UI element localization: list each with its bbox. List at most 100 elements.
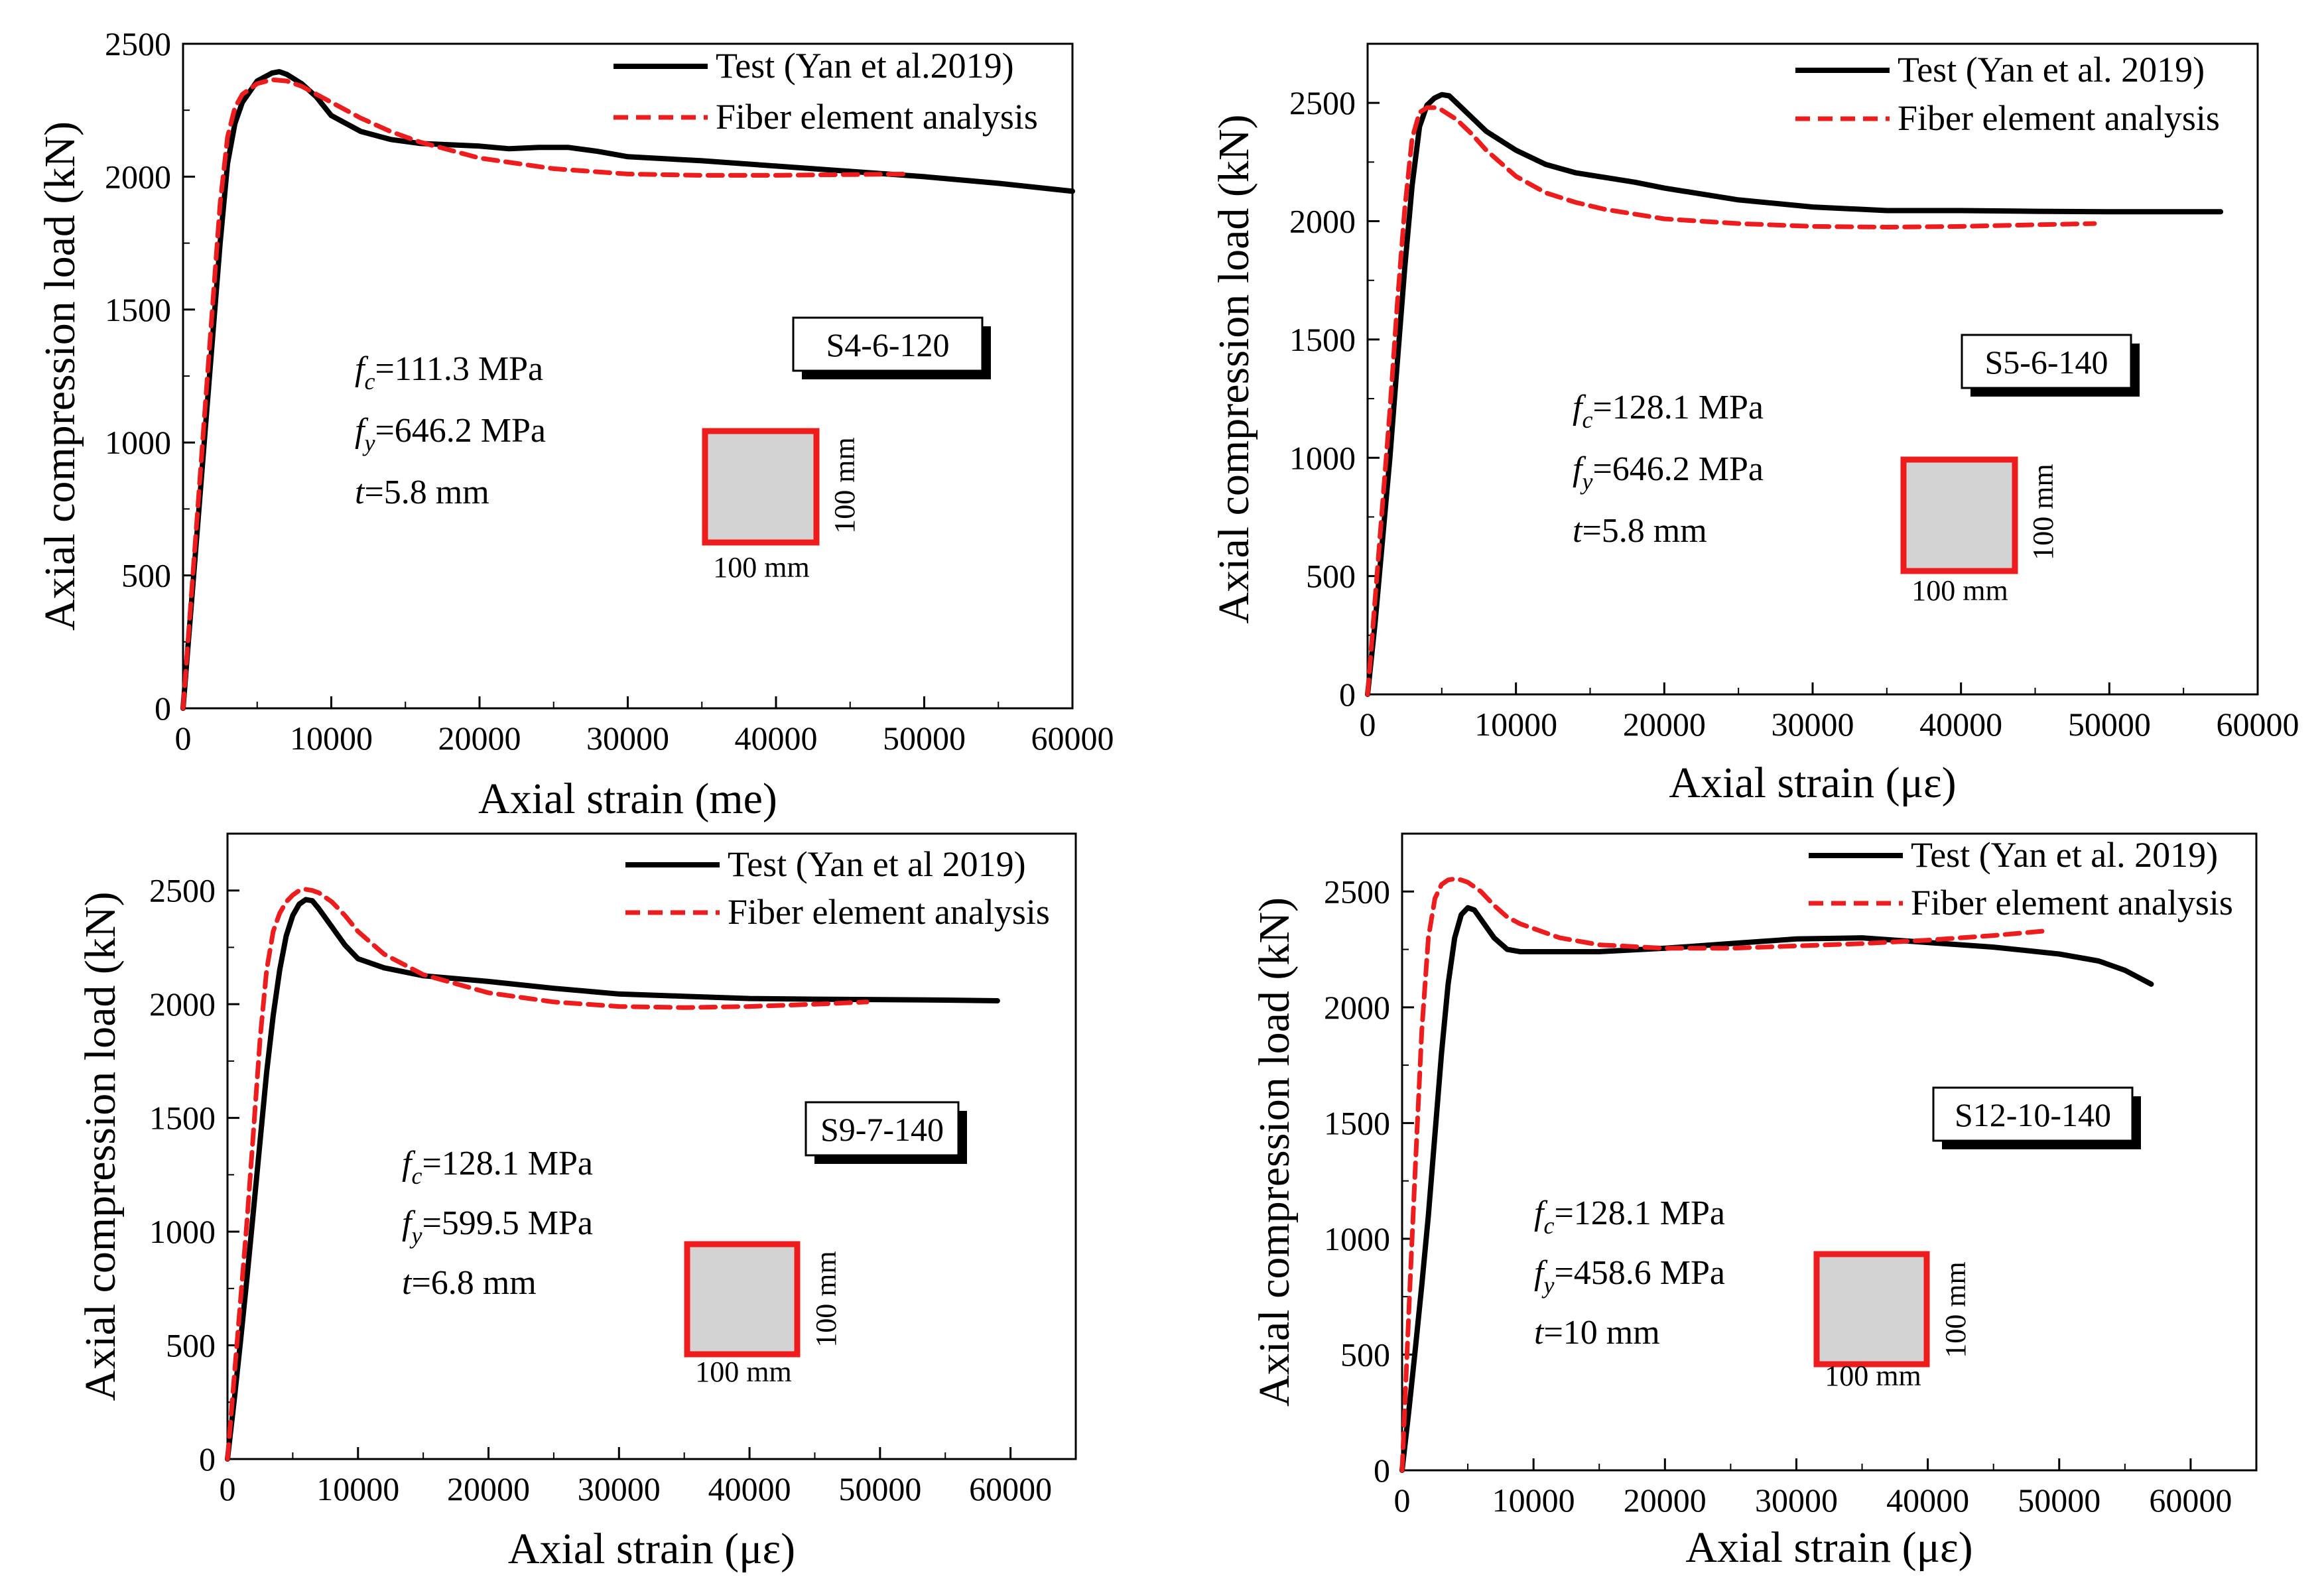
y-tick-label: 1500 (1289, 321, 1356, 358)
specimen-box (805, 1101, 960, 1157)
x-tick-label: 30000 (586, 720, 669, 757)
section-width-label: 100 mm (695, 1356, 791, 1388)
param-line: fy=599.5 MPa (402, 1204, 593, 1249)
y-tick-label: 1500 (149, 1100, 216, 1137)
x-tick-label: 0 (220, 1470, 236, 1507)
section-height-label: 100 mm (828, 437, 861, 533)
y-tick-label: 1000 (149, 1213, 216, 1250)
fea-series-line (225, 887, 870, 1462)
x-tick-label: 40000 (1919, 706, 2002, 743)
section-width-label: 100 mm (713, 551, 809, 584)
param-value: =10 mm (1543, 1314, 1659, 1352)
section-width-label: 100 mm (1911, 574, 2008, 607)
chart-panel-3: 0 10000 20000 30000 40000 50000 60000 0 500 1000 1… (76, 832, 1077, 1573)
y-tick-label: 0 (1374, 1452, 1390, 1489)
param-value: =128.1 MPa (422, 1145, 593, 1182)
legend-entry: Fiber element analysis (716, 97, 1038, 137)
y-tick-label: 1000 (1289, 439, 1356, 476)
specimen-label: S12-10-140 (1955, 1096, 2111, 1133)
x-tick-label: 20000 (1623, 706, 1706, 743)
y-axis-title: Axial compression load (kN) (1210, 115, 1258, 624)
x-tick-label: 60000 (2149, 1482, 2232, 1519)
x-tick-label: 50000 (838, 1470, 921, 1507)
param-subscript: c (1582, 407, 1592, 433)
x-tick-label: 20000 (1624, 1482, 1707, 1519)
x-tick-label: 20000 (438, 720, 521, 757)
specimen-label: S9-7-140 (820, 1111, 944, 1148)
x-tick-label: 30000 (1772, 706, 1854, 743)
x-tick-label: 50000 (2018, 1482, 2100, 1519)
param-value: =599.5 MPa (422, 1204, 593, 1242)
legend-entry: Fiber element analysis (728, 892, 1050, 932)
x-axis-title: Axial strain (με) (508, 1525, 795, 1573)
cross-section-square (1900, 456, 2018, 574)
param-line: fc=128.1 MPa (1534, 1194, 1725, 1239)
param-line: t=10 mm (1534, 1314, 1660, 1352)
x-tick-label: 0 (1360, 706, 1376, 743)
specimen-label: S5-6-140 (1984, 344, 2108, 381)
y-tick-label: 0 (155, 690, 171, 727)
x-axis-title: Axial strain (με) (1669, 759, 1956, 807)
legend-entry: Fiber element analysis (1911, 883, 2233, 923)
y-tick-label: 2500 (149, 872, 216, 909)
y-tick-label: 500 (166, 1327, 216, 1364)
cross-section-square (684, 1241, 801, 1358)
x-tick-label: 10000 (1474, 706, 1557, 743)
fea-series-line (1365, 105, 2097, 697)
y-tick-label: 1500 (105, 291, 171, 328)
x-tick-label: 10000 (1492, 1482, 1575, 1519)
y-tick-label: 2500 (105, 25, 171, 62)
x-tick-label: 10000 (290, 720, 373, 757)
cross-section-square (702, 428, 820, 546)
param-value: =111.3 MPa (375, 350, 543, 388)
legend-entry: Test (Yan et al. 2019) (1898, 50, 2205, 90)
x-tick-label: 60000 (2217, 706, 2299, 743)
section-width-label: 100 mm (1825, 1360, 1921, 1392)
x-axis-title: Axial strain (me) (478, 775, 777, 823)
y-tick-label: 0 (199, 1440, 216, 1478)
param-symbol: t (1534, 1314, 1545, 1352)
param-subscript: c (1543, 1212, 1554, 1239)
y-tick-label: 500 (1306, 558, 1356, 595)
x-tick-label: 50000 (883, 720, 966, 757)
x-tick-label: 60000 (1031, 720, 1114, 757)
x-tick-label: 40000 (708, 1470, 791, 1507)
param-line: t=5.8 mm (1573, 512, 1707, 550)
y-tick-label: 2000 (105, 158, 171, 195)
fea-series-line (180, 77, 912, 711)
param-value: =6.8 mm (411, 1264, 536, 1302)
chart-panel-2: 0 10000 20000 30000 40000 50000 60000 0 500 1000 1… (1210, 42, 2299, 807)
plot-frame (226, 832, 1077, 1460)
plot-frame (1401, 832, 2258, 1472)
cross-section-square (1813, 1251, 1930, 1368)
y-tick-label: 2000 (1289, 203, 1356, 240)
specimen-label: S4-6-120 (826, 326, 949, 363)
param-subscript: c (364, 368, 375, 395)
y-axis-title: Axial compression load (kN) (36, 121, 84, 631)
legend-entry: Test (Yan et al. 2019) (1911, 835, 2218, 875)
param-line: fy=458.6 MPa (1534, 1254, 1725, 1299)
y-tick-label: 2000 (1324, 989, 1390, 1026)
param-value: =128.1 MPa (1554, 1194, 1725, 1232)
param-line: t=5.8 mm (355, 474, 489, 511)
test-series-line (180, 69, 1075, 711)
x-tick-label: 0 (175, 720, 192, 757)
y-tick-label: 2500 (1324, 873, 1390, 910)
param-symbol: t (1573, 512, 1583, 550)
x-tick-label: 40000 (1886, 1482, 1969, 1519)
y-tick-label: 500 (121, 557, 171, 594)
chart-panel-4: 0 10000 20000 30000 40000 50000 60000 0 500 1000 1… (1250, 832, 2258, 1572)
x-tick-label: 40000 (735, 720, 818, 757)
test-series-line (225, 897, 1000, 1462)
param-value: =646.2 MPa (375, 412, 546, 450)
legend-entry: Test (Yan et al 2019) (728, 844, 1026, 884)
param-value: =5.8 mm (1582, 512, 1707, 550)
y-tick-label: 1500 (1324, 1104, 1390, 1141)
param-subscript: y (409, 1222, 422, 1249)
x-tick-label: 30000 (1755, 1482, 1838, 1519)
param-value: =458.6 MPa (1554, 1254, 1725, 1292)
param-symbol: t (355, 474, 365, 511)
param-line: fy=646.2 MPa (355, 412, 546, 456)
specimen-box (792, 316, 984, 372)
